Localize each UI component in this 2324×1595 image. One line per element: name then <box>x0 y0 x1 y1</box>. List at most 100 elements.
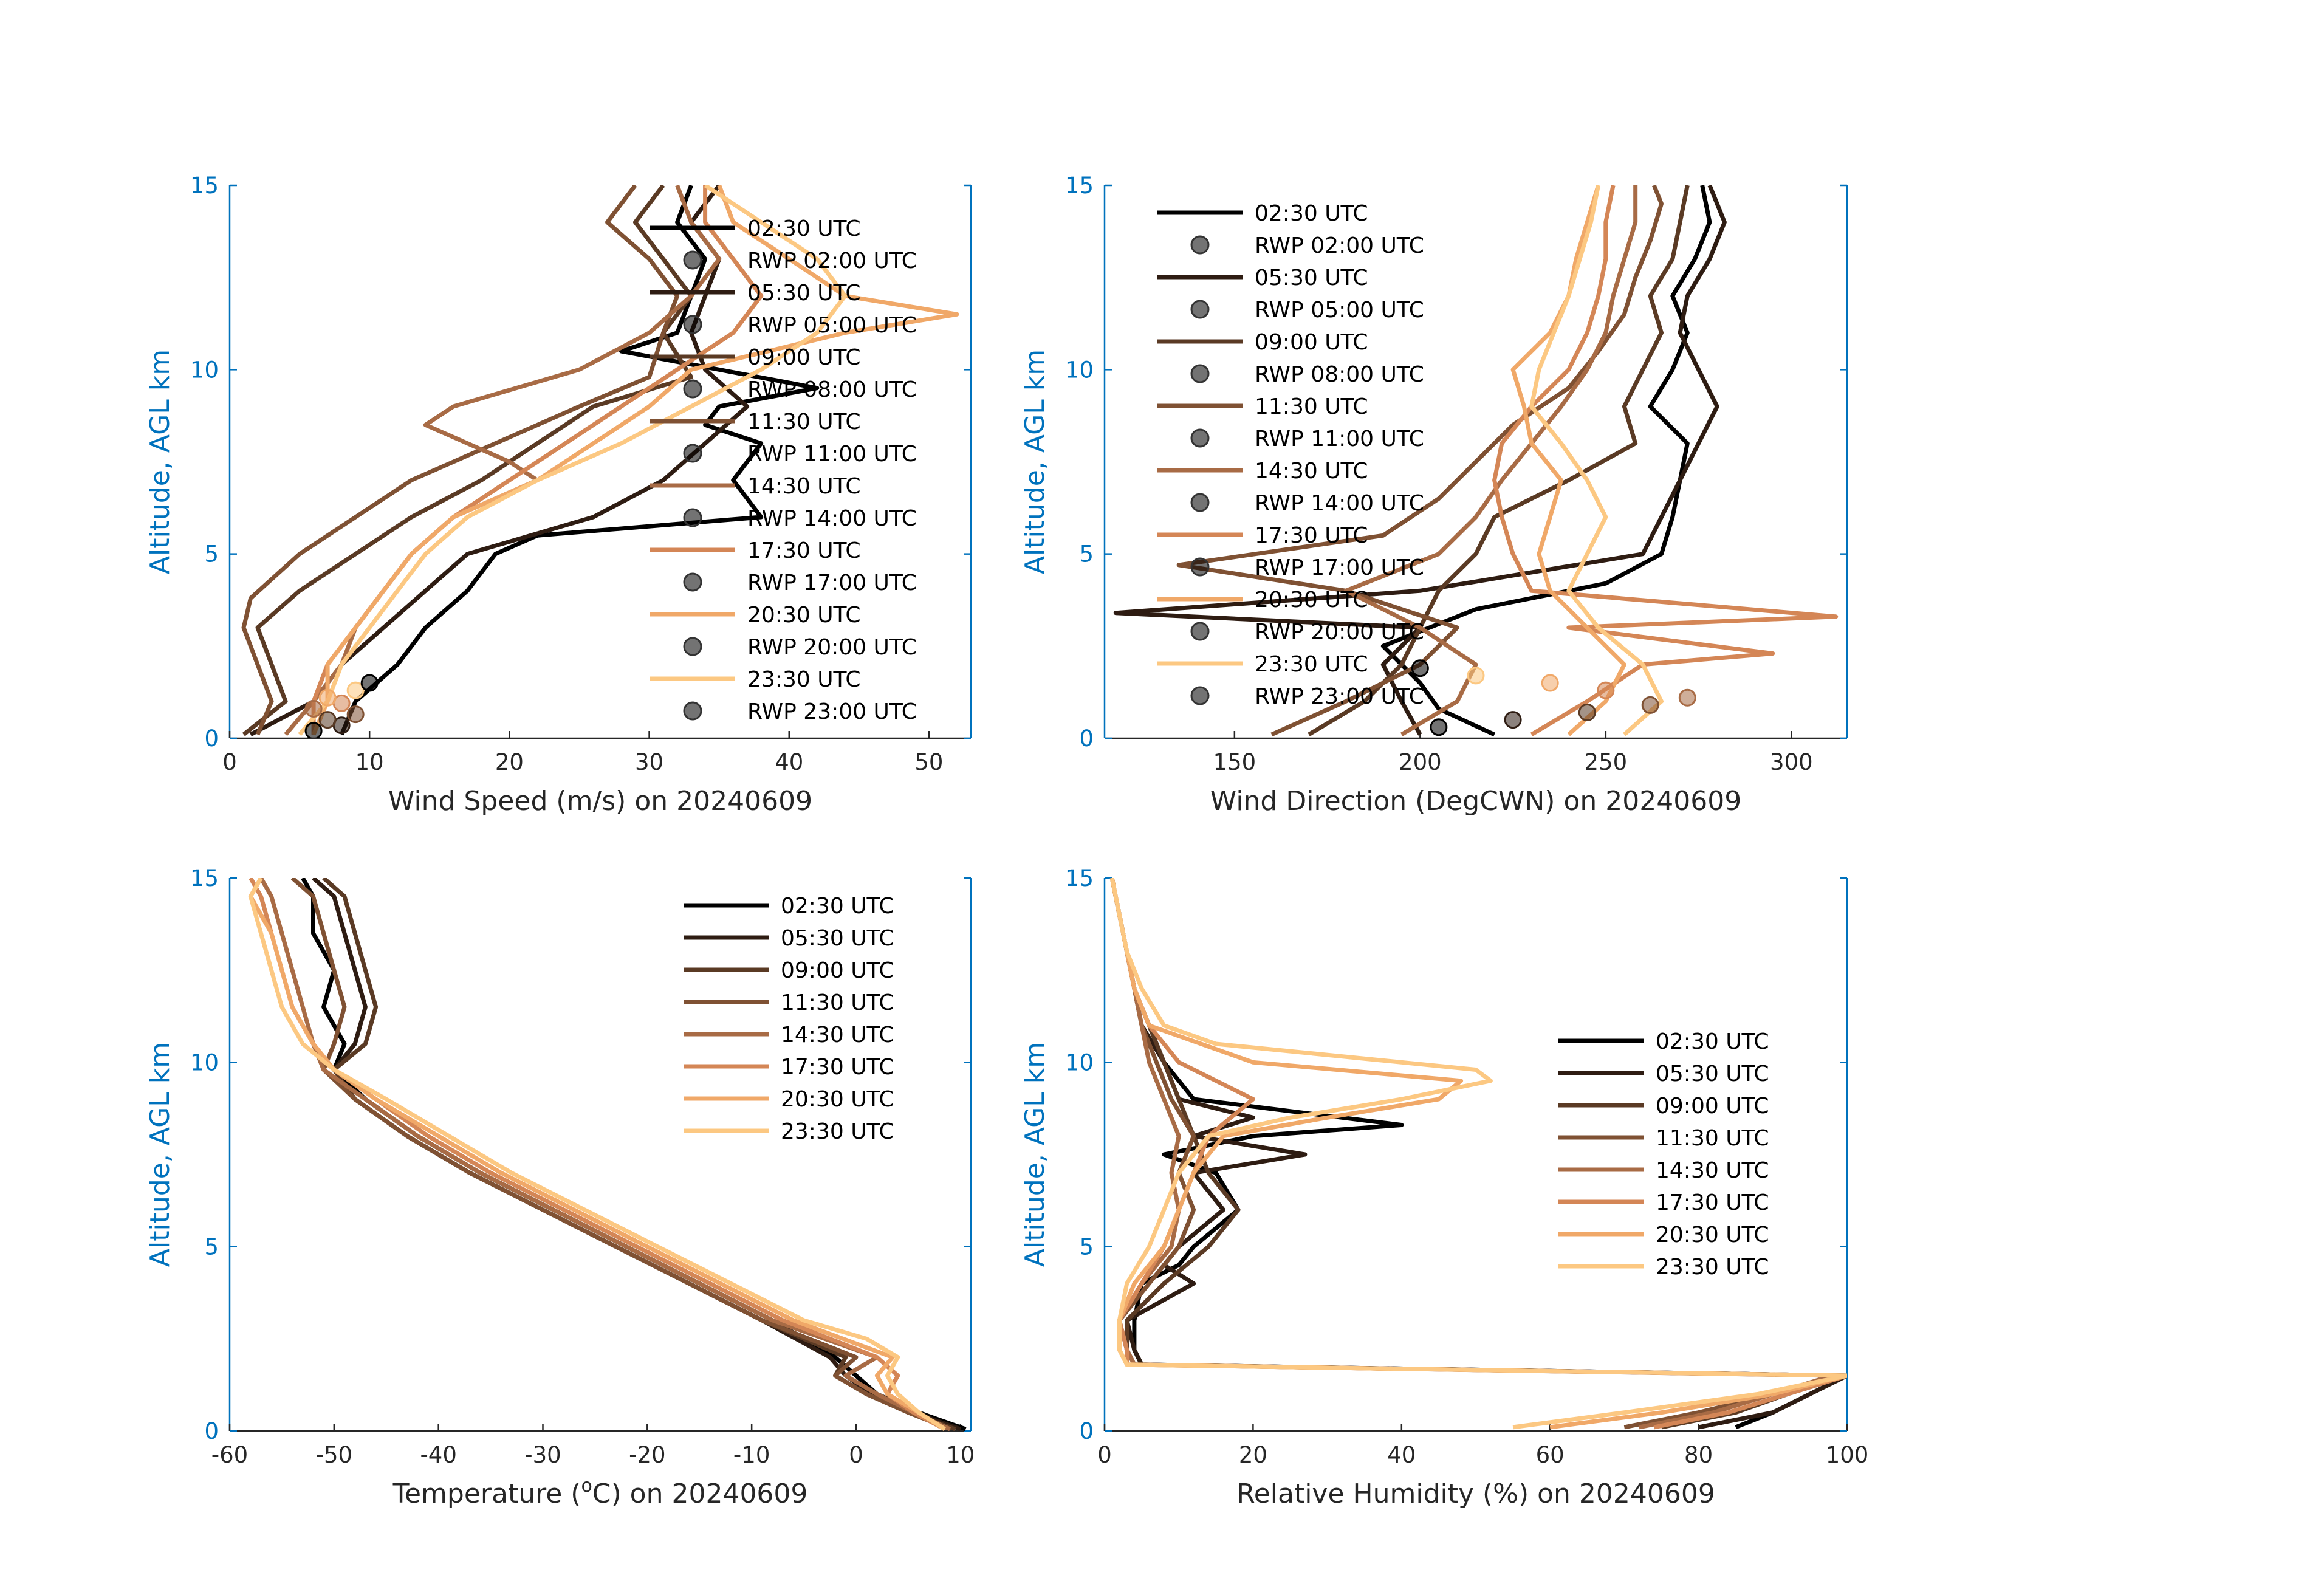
legend-label: RWP 17:00 UTC <box>1255 555 1424 580</box>
y-tick-label: 5 <box>1079 1234 1094 1260</box>
legend-label: 05:30 UTC <box>1255 266 1368 290</box>
rwp-point <box>318 711 337 729</box>
legend-label: 11:30 UTC <box>747 410 861 434</box>
series-line <box>259 878 951 1431</box>
x-tick-label: 150 <box>1213 749 1256 775</box>
x-tick-label: 40 <box>775 749 803 775</box>
legend-label: 11:30 UTC <box>781 990 894 1015</box>
legend-label: 20:30 UTC <box>1255 588 1368 612</box>
series-line <box>290 878 951 1431</box>
series-line <box>242 185 694 736</box>
legend-label: 17:30 UTC <box>747 538 861 563</box>
y-tick-label: 15 <box>190 173 219 199</box>
y-tick-label: 10 <box>1065 1049 1094 1075</box>
chart-wind-direction: 150 200 250 300 0 5 10 15 Wind Direction (DegCWN… <box>1020 173 1848 817</box>
series-line <box>1109 878 1847 1430</box>
chart-temperature: -60 -50 -40 -30 -20 -10 0 10 0 5 10 15 Temperature (… <box>145 865 975 1509</box>
series-line <box>311 185 959 736</box>
x-tick-label: 100 <box>1826 1442 1869 1468</box>
y-tick-label: 0 <box>1079 1418 1094 1444</box>
legend-label: 09:00 UTC <box>1656 1094 1769 1119</box>
legend-label: RWP 05:00 UTC <box>747 313 917 338</box>
series-line <box>241 185 680 736</box>
legend-label: RWP 08:00 UTC <box>1255 362 1424 387</box>
legend-marker <box>1190 493 1210 512</box>
rwp-point <box>346 705 365 724</box>
legend-label: 20:30 UTC <box>781 1087 894 1112</box>
legend-marker <box>683 572 702 592</box>
y-tick-label: 5 <box>204 541 219 568</box>
x-tick-label: 40 <box>1387 1442 1416 1468</box>
rwp-point <box>1411 659 1429 677</box>
rwp-point <box>1578 704 1596 722</box>
series-line <box>1343 185 1638 736</box>
legend-marker <box>1190 364 1210 383</box>
legend-label: 09:00 UTC <box>781 958 894 983</box>
x-tick-label: 20 <box>1239 1442 1267 1468</box>
x-tick-label: 50 <box>914 749 943 775</box>
x-tick-label: 300 <box>1770 749 1813 775</box>
y-tick-label: 15 <box>1065 173 1094 199</box>
x-tick-label: 80 <box>1684 1442 1713 1468</box>
legend-label: RWP 20:00 UTC <box>1255 620 1424 645</box>
series-line <box>249 185 750 736</box>
y-tick-label: 15 <box>1065 865 1094 891</box>
legend-label: RWP 11:00 UTC <box>747 442 917 467</box>
legend-label: 05:30 UTC <box>747 281 861 306</box>
x-tick-label: 0 <box>222 749 237 775</box>
rwp-point <box>1467 667 1485 685</box>
rwp-point <box>1430 718 1448 736</box>
legend-marker <box>1190 686 1210 705</box>
legend-label: 14:30 UTC <box>747 474 861 499</box>
legend-label: 14:30 UTC <box>781 1023 894 1048</box>
x-tick-label: 30 <box>635 749 663 775</box>
rwp-point <box>360 674 379 692</box>
y-tick-label: 15 <box>190 865 219 891</box>
series-line <box>1109 878 1847 1430</box>
rwp-point <box>1678 688 1696 707</box>
series-line <box>1109 878 1847 1430</box>
y-tick-label: 10 <box>1065 357 1094 383</box>
legend-label: RWP 08:00 UTC <box>747 377 917 402</box>
series-line <box>1109 878 1847 1430</box>
series-line <box>1308 185 1690 736</box>
y-axis-label: Altitude, AGL km <box>145 349 176 574</box>
series-line <box>1113 185 1727 736</box>
legend-label: 23:30 UTC <box>781 1119 894 1144</box>
x-tick-label: 0 <box>849 1442 863 1468</box>
x-tick-label: 60 <box>1536 1442 1565 1468</box>
x-tick-label: 10 <box>946 1442 975 1468</box>
legend-label: 05:30 UTC <box>1656 1062 1769 1086</box>
legend-marker <box>683 508 702 527</box>
legend-marker <box>683 379 702 399</box>
rwp-point <box>304 722 323 738</box>
series-line <box>1109 878 1847 1430</box>
y-tick-label: 0 <box>204 1418 219 1444</box>
series-line <box>1176 185 1664 737</box>
legend-label: 14:30 UTC <box>1255 459 1368 484</box>
x-axis-label: Temperature (oC) on 20240609 <box>392 1475 808 1509</box>
legend-marker <box>1190 557 1210 577</box>
rwp-point <box>1641 696 1659 714</box>
series-line <box>284 185 722 736</box>
legend-label: 17:30 UTC <box>1255 523 1368 548</box>
y-axis-label: Altitude, AGL km <box>145 1042 176 1267</box>
legend-label: RWP 20:00 UTC <box>747 635 917 660</box>
x-tick-label: 200 <box>1399 749 1442 775</box>
y-tick-label: 10 <box>190 357 219 383</box>
legend-marker <box>1190 300 1210 319</box>
legend-label: RWP 02:00 UTC <box>1255 233 1424 258</box>
legend-label: RWP 23:00 UTC <box>1255 684 1424 709</box>
rwp-point <box>1504 711 1522 729</box>
legend-label: 14:30 UTC <box>1656 1158 1769 1183</box>
series-line <box>248 878 946 1431</box>
legend-marker <box>1190 622 1210 641</box>
legend-label: 02:30 UTC <box>747 216 861 241</box>
legend-label: 23:30 UTC <box>1656 1255 1769 1280</box>
x-tick-label: 10 <box>355 749 384 775</box>
rwp-point <box>318 688 337 707</box>
plot-area <box>241 185 959 738</box>
legend-label: RWP 05:00 UTC <box>1255 298 1424 323</box>
series-line <box>1109 878 1835 1430</box>
x-tick-label: 20 <box>495 749 524 775</box>
